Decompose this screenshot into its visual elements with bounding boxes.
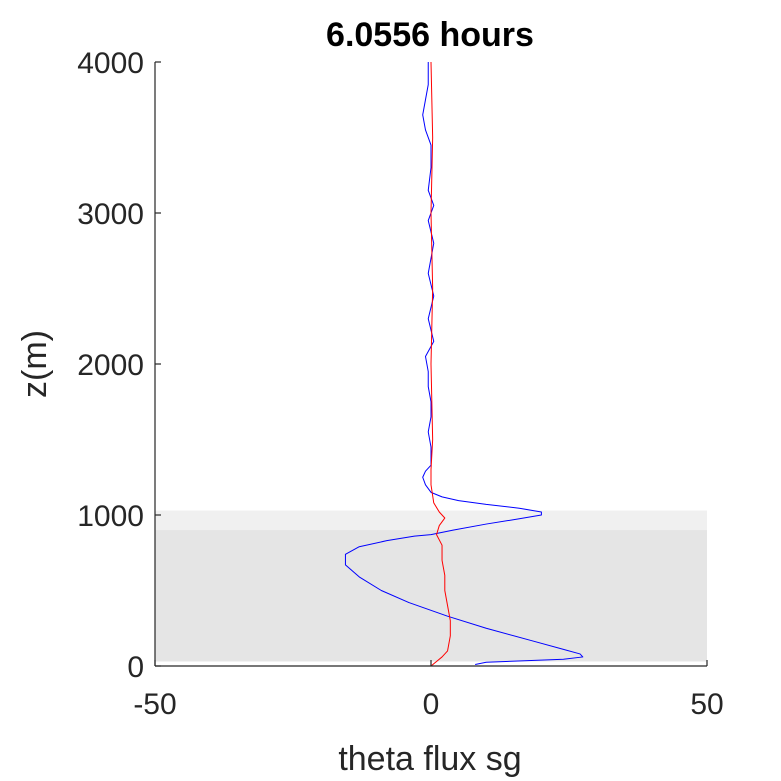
shaded-bands [155, 510, 707, 662]
x-tick-label: 0 [423, 688, 440, 721]
x-tick-label: -50 [133, 688, 176, 721]
y-tick-label: 3000 [77, 198, 144, 231]
series-lines [344, 61, 584, 667]
series-line-0 [344, 62, 584, 665]
chart-title: 6.0556 hours [326, 16, 534, 54]
y-tick-label: 2000 [77, 349, 144, 382]
shaded-band-1 [155, 530, 707, 662]
y-axis-label: z(m) [16, 330, 54, 398]
y-tick-label: 0 [127, 651, 144, 684]
y-tick-label: 4000 [77, 47, 144, 80]
series-line-1 [430, 61, 451, 667]
y-tick-label: 1000 [77, 500, 144, 533]
x-axis-label: theta flux sg [338, 740, 521, 778]
y-ticks: 0 1000 2000 3000 4000 [77, 47, 161, 684]
x-tick-label: 50 [690, 688, 723, 721]
x-ticks: -50 0 50 [133, 660, 724, 721]
